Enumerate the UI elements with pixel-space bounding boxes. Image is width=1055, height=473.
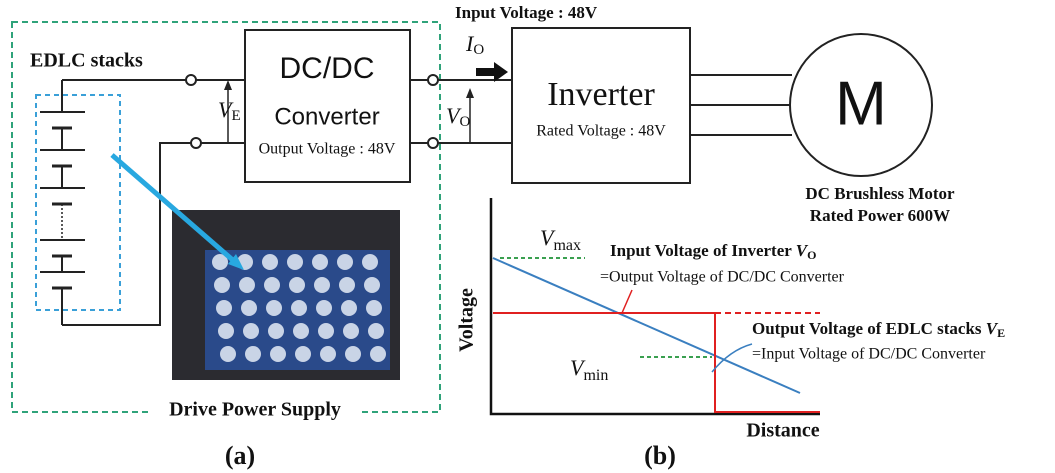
capacitor (268, 323, 284, 339)
subscript: max (553, 237, 581, 254)
figure: EDLC stacks (0, 0, 1055, 473)
capacitor (241, 300, 257, 316)
note: Output Voltage of EDLC stacks VE (752, 319, 1005, 340)
capacitor (239, 277, 255, 293)
capacitor (337, 254, 353, 270)
capacitor (366, 300, 382, 316)
note: Input Voltage of Inverter VO (610, 241, 816, 262)
note-text: Output Voltage of EDLC stacks (752, 319, 986, 338)
capacitor (289, 277, 305, 293)
capacitor (343, 323, 359, 339)
capacitor (287, 254, 303, 270)
converter-title: DC/DC (280, 52, 375, 85)
caption: (b) (644, 441, 676, 470)
subscript: O (473, 42, 484, 58)
capacitor (264, 277, 280, 293)
subscript: E (231, 108, 240, 124)
note: =Output Voltage of DC/DC Converter (600, 269, 845, 286)
inverter-rated: Rated Voltage : 48V (536, 123, 666, 140)
vmax-label: Vmax (540, 225, 581, 254)
capacitor (220, 346, 236, 362)
converter-output: Output Voltage : 48V (259, 141, 396, 158)
voltage-label: VE (218, 97, 241, 124)
capacitor (243, 323, 259, 339)
capacitor (295, 346, 311, 362)
capacitor (291, 300, 307, 316)
note: =Input Voltage of DC/DC Converter (752, 346, 986, 363)
inverter-title: Inverter (547, 76, 655, 113)
capacitor (270, 346, 286, 362)
capacitor (370, 346, 386, 362)
capacitor (341, 300, 357, 316)
battery-stack (36, 80, 120, 325)
capacitor (218, 323, 234, 339)
capacitor (345, 346, 361, 362)
capacitor (339, 277, 355, 293)
capacitor (214, 277, 230, 293)
subscript: O (807, 248, 816, 262)
capacitor (368, 323, 384, 339)
motor-label: DC Brushless Motor (805, 184, 955, 203)
subscript: O (459, 114, 470, 130)
motor-symbol: M (835, 69, 887, 138)
capacitor (362, 254, 378, 270)
capacitor (364, 277, 380, 293)
y-axis-label: Voltage (456, 288, 478, 352)
capacitor (314, 277, 330, 293)
supply-label: Drive Power Supply (169, 399, 341, 421)
input-voltage: Input Voltage : 48V (455, 3, 598, 22)
vmin-label: Vmin (570, 355, 608, 384)
voltage-label: VO (446, 103, 470, 130)
capacitor (320, 346, 336, 362)
edlc-label: EDLC stacks (30, 50, 143, 72)
motor-label: Rated Power 600W (810, 206, 950, 225)
capacitor (262, 254, 278, 270)
x-axis-label: Distance (746, 420, 819, 442)
capacitor (245, 346, 261, 362)
capacitor (266, 300, 282, 316)
note-text: Input Voltage of Inverter (610, 241, 796, 260)
current-label: IO (465, 31, 484, 58)
converter-title: Converter (274, 103, 379, 130)
capacitor (318, 323, 334, 339)
subscript: E (997, 326, 1005, 340)
caption: (a) (225, 441, 255, 470)
capacitor (293, 323, 309, 339)
capacitor (316, 300, 332, 316)
capacitor (312, 254, 328, 270)
capacitor (216, 300, 232, 316)
subscript: min (583, 367, 608, 384)
